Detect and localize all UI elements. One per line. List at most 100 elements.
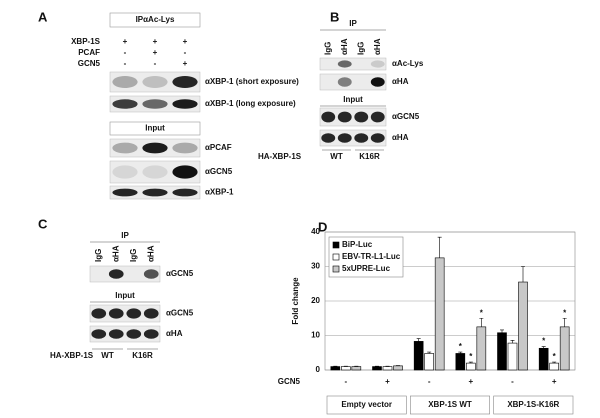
lane-label: IgG <box>129 249 138 262</box>
band <box>370 133 385 143</box>
band <box>172 76 198 88</box>
band <box>108 308 124 319</box>
blot <box>319 73 387 91</box>
sign: + <box>153 48 158 57</box>
group-box <box>326 395 407 415</box>
x-tick-label: + <box>468 377 473 386</box>
bar <box>507 342 518 371</box>
lane-label: IgG <box>94 249 103 262</box>
legend-box <box>328 236 404 278</box>
band <box>143 308 159 319</box>
group-label: WT <box>101 351 114 360</box>
bar <box>476 326 487 371</box>
error-bar <box>458 351 463 354</box>
blot-label: αGCN5 <box>166 269 194 278</box>
band <box>126 329 142 339</box>
sign: + <box>183 59 188 68</box>
error-bar <box>541 346 546 349</box>
input-header: Input <box>343 95 363 104</box>
bar <box>538 347 549 371</box>
significance: * <box>459 342 463 351</box>
band <box>126 308 142 319</box>
ip-header: IP <box>349 19 357 28</box>
band <box>142 99 168 109</box>
row-label: PCAF <box>78 48 100 57</box>
bar <box>330 366 341 371</box>
ip-header: IPαAc-Lys <box>136 15 175 24</box>
blot <box>109 160 201 184</box>
band <box>337 60 352 68</box>
band <box>112 142 138 154</box>
lane-label: αHA <box>340 38 349 55</box>
group-label: Empty vector <box>341 400 392 409</box>
sign: + <box>123 37 128 46</box>
blot-label: αXBP-1 (short exposure) <box>205 77 299 86</box>
band <box>354 133 369 143</box>
error-bar <box>510 340 515 344</box>
construct: HA-XBP-1S <box>50 351 94 360</box>
bar <box>549 362 559 371</box>
y-tick-label: 40 <box>311 227 320 236</box>
band <box>112 76 138 88</box>
sign: - <box>184 48 187 57</box>
significance: * <box>480 308 484 317</box>
blot <box>109 71 201 93</box>
error-bar <box>521 266 525 283</box>
sign: - <box>154 59 157 68</box>
input-header: Input <box>145 124 165 133</box>
significance: * <box>542 337 546 346</box>
band <box>91 308 107 319</box>
band <box>337 77 352 87</box>
band <box>172 142 198 154</box>
band <box>321 111 336 123</box>
group-box <box>493 395 574 415</box>
blot <box>319 107 387 127</box>
band <box>91 329 107 339</box>
legend-label: 5xUPRE-Luc <box>342 264 391 273</box>
band <box>172 188 198 197</box>
header-box <box>109 121 201 136</box>
blot-label: αHA <box>392 77 409 86</box>
band <box>321 133 336 143</box>
x-tick-label: - <box>511 377 514 386</box>
panel-label: C <box>38 216 48 231</box>
legend-swatch <box>332 241 340 249</box>
band <box>172 165 198 179</box>
bar <box>382 366 393 371</box>
error-bar <box>468 361 473 364</box>
error-bar <box>500 329 504 333</box>
bar <box>341 366 351 371</box>
y-tick-label: 20 <box>311 296 320 305</box>
band <box>337 133 352 143</box>
error-bar <box>437 236 442 258</box>
significance: * <box>469 352 473 361</box>
sign: - <box>124 59 127 68</box>
band <box>143 329 159 339</box>
error-bar <box>562 317 567 327</box>
panel-label: A <box>38 9 48 24</box>
bar <box>351 366 362 371</box>
band <box>370 77 385 87</box>
blot-label: αHA <box>166 329 183 338</box>
blot <box>319 129 387 147</box>
x-tick-label: + <box>385 377 390 386</box>
band <box>143 269 159 279</box>
lane-label: αHA <box>373 38 382 55</box>
x-tick-label: - <box>344 377 347 386</box>
blot-label: αGCN5 <box>166 309 194 318</box>
error-bar <box>427 351 432 354</box>
bar <box>393 365 403 371</box>
blot-label: αAc-Lys <box>392 59 424 68</box>
bar <box>455 353 466 371</box>
band <box>142 142 168 154</box>
blot <box>89 325 161 343</box>
blot <box>89 265 161 283</box>
group-label: K16R <box>132 351 153 360</box>
significance: * <box>553 352 557 361</box>
construct: HA-XBP-1S <box>258 152 302 161</box>
blot-label: αGCN5 <box>205 167 233 176</box>
bar <box>497 332 507 371</box>
y-tick-label: 30 <box>311 262 320 271</box>
group-label: WT <box>330 152 343 161</box>
